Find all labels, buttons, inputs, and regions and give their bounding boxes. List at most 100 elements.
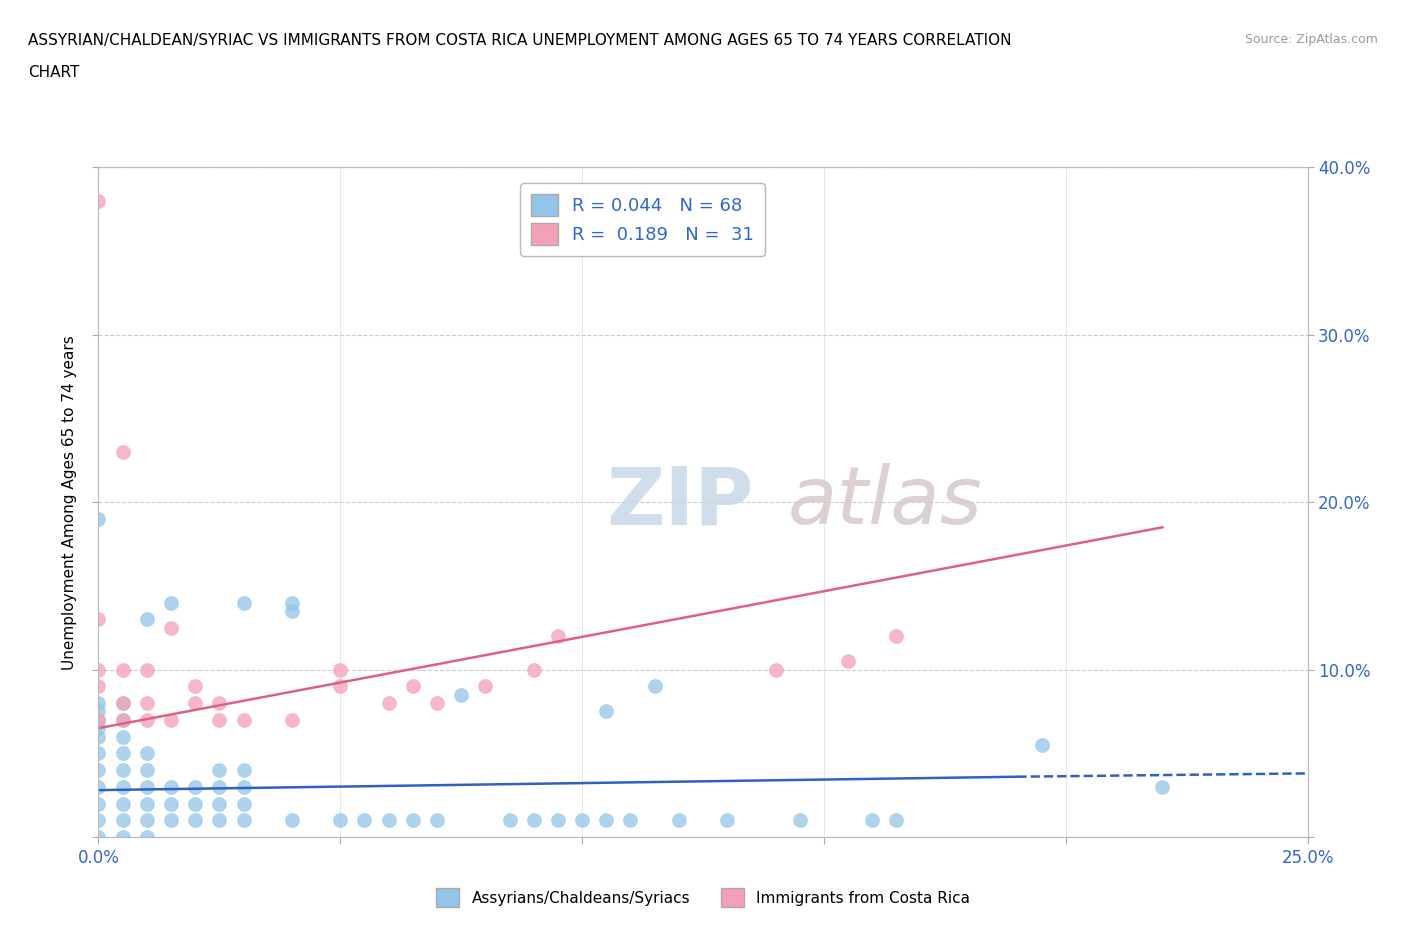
Text: ASSYRIAN/CHALDEAN/SYRIAC VS IMMIGRANTS FROM COSTA RICA UNEMPLOYMENT AMONG AGES 6: ASSYRIAN/CHALDEAN/SYRIAC VS IMMIGRANTS F… — [28, 33, 1012, 47]
Point — [135, 696, 157, 711]
Point — [87, 721, 110, 736]
Point — [837, 654, 859, 669]
Point — [281, 604, 304, 618]
Point — [232, 763, 254, 777]
Point — [135, 612, 157, 627]
Legend: R = 0.044   N = 68, R =  0.189   N =  31: R = 0.044 N = 68, R = 0.189 N = 31 — [520, 183, 765, 256]
Point — [281, 712, 304, 727]
Point — [87, 746, 110, 761]
Point — [160, 595, 183, 610]
Point — [716, 813, 738, 828]
Point — [160, 813, 183, 828]
Point — [111, 662, 134, 677]
Point — [208, 763, 231, 777]
Point — [87, 729, 110, 744]
Point — [87, 193, 110, 208]
Text: Source: ZipAtlas.com: Source: ZipAtlas.com — [1244, 33, 1378, 46]
Point — [886, 629, 908, 644]
Point — [87, 696, 110, 711]
Point — [111, 712, 134, 727]
Point — [329, 813, 352, 828]
Point — [426, 696, 449, 711]
Point — [329, 662, 352, 677]
Point — [135, 813, 157, 828]
Point — [402, 679, 425, 694]
Point — [87, 512, 110, 526]
Point — [87, 779, 110, 794]
Point — [377, 813, 399, 828]
Text: atlas: atlas — [787, 463, 983, 541]
Point — [135, 746, 157, 761]
Point — [523, 813, 546, 828]
Point — [668, 813, 690, 828]
Point — [644, 679, 666, 694]
Point — [87, 712, 110, 727]
Point — [281, 595, 304, 610]
Point — [111, 813, 134, 828]
Point — [135, 763, 157, 777]
Text: CHART: CHART — [28, 65, 80, 80]
Point — [135, 712, 157, 727]
Point — [135, 662, 157, 677]
Text: ZIP: ZIP — [606, 463, 754, 541]
Point — [160, 796, 183, 811]
Point — [135, 779, 157, 794]
Point — [474, 679, 496, 694]
Point — [111, 796, 134, 811]
Point — [160, 620, 183, 635]
Point — [547, 629, 569, 644]
Point — [1152, 779, 1174, 794]
Point — [87, 662, 110, 677]
Point — [1031, 737, 1053, 752]
Point — [111, 696, 134, 711]
Point — [87, 679, 110, 694]
Point — [426, 813, 449, 828]
Point — [111, 445, 134, 459]
Point — [571, 813, 593, 828]
Point — [111, 696, 134, 711]
Point — [232, 595, 254, 610]
Point — [87, 796, 110, 811]
Point — [619, 813, 641, 828]
Point — [87, 712, 110, 727]
Point — [450, 687, 472, 702]
Point — [111, 779, 134, 794]
Point — [111, 830, 134, 844]
Point — [87, 830, 110, 844]
Point — [595, 704, 617, 719]
Point — [860, 813, 883, 828]
Point — [208, 712, 231, 727]
Point — [160, 712, 183, 727]
Point — [184, 679, 207, 694]
Point — [111, 763, 134, 777]
Point — [353, 813, 375, 828]
Point — [160, 779, 183, 794]
Point — [208, 796, 231, 811]
Point — [232, 813, 254, 828]
Point — [208, 696, 231, 711]
Point — [765, 662, 787, 677]
Point — [87, 704, 110, 719]
Point — [208, 779, 231, 794]
Point — [498, 813, 520, 828]
Point — [523, 662, 546, 677]
Point — [232, 712, 254, 727]
Point — [87, 813, 110, 828]
Point — [329, 679, 352, 694]
Point — [111, 729, 134, 744]
Point — [184, 796, 207, 811]
Point — [402, 813, 425, 828]
Legend: Assyrians/Chaldeans/Syriacs, Immigrants from Costa Rica: Assyrians/Chaldeans/Syriacs, Immigrants … — [430, 883, 976, 913]
Point — [208, 813, 231, 828]
Point — [886, 813, 908, 828]
Y-axis label: Unemployment Among Ages 65 to 74 years: Unemployment Among Ages 65 to 74 years — [62, 335, 77, 670]
Point — [377, 696, 399, 711]
Point — [281, 813, 304, 828]
Point — [135, 830, 157, 844]
Point — [111, 746, 134, 761]
Point — [184, 696, 207, 711]
Point — [87, 612, 110, 627]
Point — [789, 813, 811, 828]
Point — [232, 796, 254, 811]
Point — [547, 813, 569, 828]
